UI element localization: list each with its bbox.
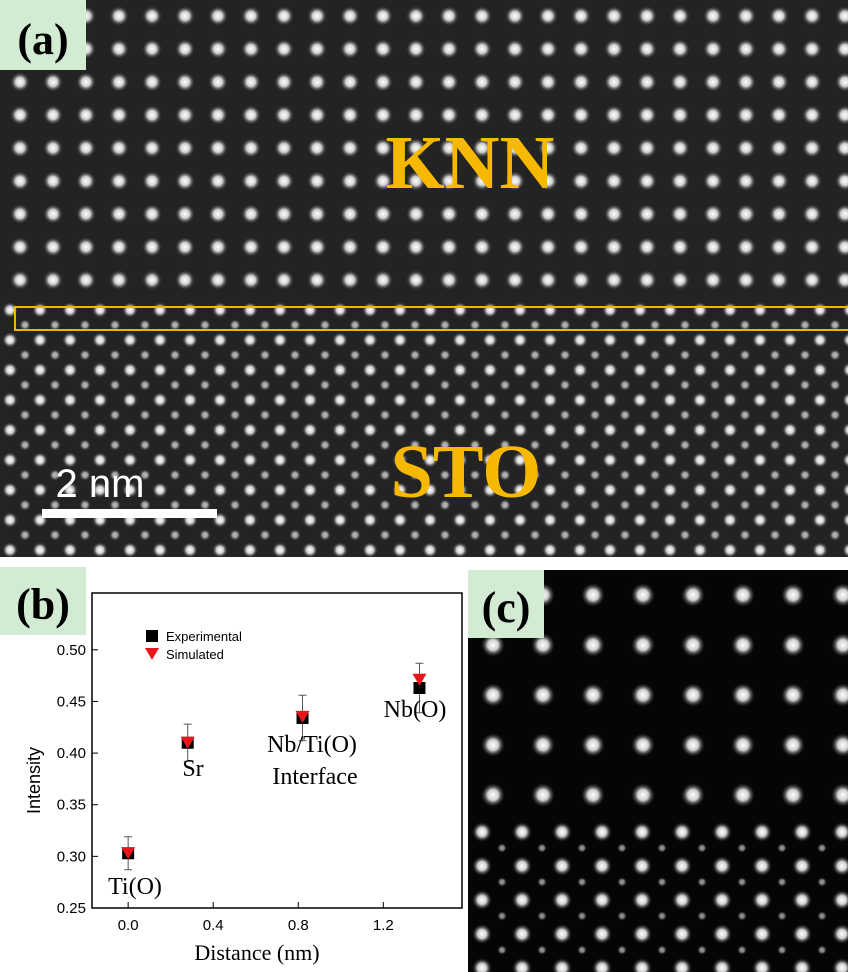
page: KNN STO 2 nm (a) (c) (b) 0.25 0.30 0.35 0.4… [0, 0, 848, 972]
x-tick-label: 1.2 [373, 917, 394, 934]
y-axis-title: Intensity [24, 747, 44, 814]
y-tick-label: 0.45 [57, 693, 86, 710]
chart: 0.25 0.30 0.35 0.40 0.45 0.50 0.0 0.4 0.8 1.2 Dist… [24, 593, 462, 965]
annotation: Nb(O) [384, 697, 447, 723]
panel-label: (b) [16, 580, 70, 629]
legend-label: Simulated [166, 647, 224, 662]
y-tick-label: 0.40 [57, 745, 86, 762]
annotation: Interface [272, 764, 357, 790]
knn-label: KNN [386, 121, 555, 205]
x-tick-label: 0.4 [203, 917, 224, 934]
y-tick-label: 0.25 [57, 900, 86, 917]
scale-bar [42, 509, 217, 518]
sim-bottom [468, 820, 848, 972]
y-tick-label: 0.50 [57, 642, 86, 659]
x-tick-label: 0.8 [288, 917, 309, 934]
legend-marker [145, 648, 159, 660]
y-tick-label: 0.35 [57, 797, 86, 814]
legend-label: Experimental [166, 629, 242, 644]
figure: KNN STO 2 nm (a) (c) (b) 0.25 0.30 0.35 0.4… [0, 0, 848, 972]
annotation: Ti(O) [108, 874, 162, 900]
sto-label: STO [391, 430, 542, 514]
scale-bar-label: 2 nm [56, 462, 145, 506]
legend-marker [146, 630, 158, 642]
x-axis-title: Distance (nm) [194, 940, 319, 965]
panel-label: (c) [482, 583, 531, 632]
annotation: Nb/Ti(O) [267, 732, 357, 758]
annotation: Sr [182, 756, 203, 782]
y-tick-label: 0.30 [57, 848, 86, 865]
sto-region [0, 300, 848, 557]
x-tick-label: 0.0 [118, 917, 139, 934]
panel-label: (a) [17, 15, 68, 64]
